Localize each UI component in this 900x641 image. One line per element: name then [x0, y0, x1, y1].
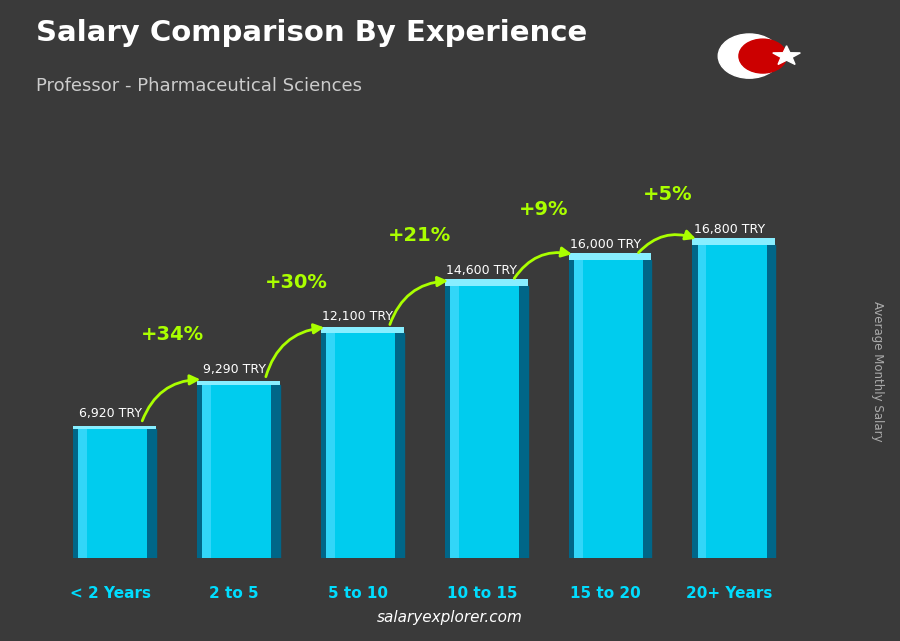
- Bar: [197, 385, 271, 558]
- Circle shape: [739, 39, 787, 73]
- Bar: [320, 327, 404, 333]
- Text: +5%: +5%: [643, 185, 692, 204]
- Bar: [73, 429, 148, 558]
- Bar: [445, 287, 450, 558]
- Bar: [569, 260, 573, 558]
- Text: 20+ Years: 20+ Years: [687, 586, 773, 601]
- Bar: [698, 246, 706, 558]
- Text: +21%: +21%: [388, 226, 452, 246]
- Polygon shape: [643, 260, 652, 558]
- Bar: [569, 260, 643, 558]
- Text: +34%: +34%: [140, 325, 203, 344]
- Polygon shape: [395, 333, 404, 558]
- Text: Salary Comparison By Experience: Salary Comparison By Experience: [36, 19, 587, 47]
- Polygon shape: [148, 429, 156, 558]
- Polygon shape: [767, 246, 775, 558]
- Polygon shape: [519, 287, 527, 558]
- Bar: [573, 260, 582, 558]
- Text: 10 to 15: 10 to 15: [446, 586, 518, 601]
- Bar: [692, 246, 698, 558]
- Bar: [73, 426, 156, 429]
- Bar: [445, 279, 527, 287]
- Bar: [197, 381, 280, 385]
- Text: Professor - Pharmaceutical Sciences: Professor - Pharmaceutical Sciences: [36, 77, 362, 95]
- Bar: [569, 253, 652, 260]
- Bar: [326, 333, 335, 558]
- Polygon shape: [271, 385, 280, 558]
- Polygon shape: [773, 46, 800, 65]
- Text: 2 to 5: 2 to 5: [210, 586, 259, 601]
- Text: 14,600 TRY: 14,600 TRY: [446, 264, 518, 277]
- Bar: [320, 333, 326, 558]
- Text: Average Monthly Salary: Average Monthly Salary: [871, 301, 884, 442]
- Text: 12,100 TRY: 12,100 TRY: [322, 310, 393, 324]
- Bar: [197, 385, 202, 558]
- Bar: [78, 429, 87, 558]
- Text: 16,000 TRY: 16,000 TRY: [570, 238, 641, 251]
- Text: 5 to 10: 5 to 10: [328, 586, 388, 601]
- Bar: [73, 429, 78, 558]
- Circle shape: [718, 34, 780, 78]
- Bar: [202, 385, 211, 558]
- Text: 6,920 TRY: 6,920 TRY: [79, 407, 142, 420]
- Text: 16,800 TRY: 16,800 TRY: [694, 223, 765, 236]
- Bar: [692, 238, 775, 246]
- Text: +9%: +9%: [519, 201, 569, 219]
- Bar: [692, 246, 767, 558]
- Text: salaryexplorer.com: salaryexplorer.com: [377, 610, 523, 625]
- Text: +30%: +30%: [265, 273, 328, 292]
- Text: 15 to 20: 15 to 20: [571, 586, 641, 601]
- Text: < 2 Years: < 2 Years: [70, 586, 151, 601]
- Bar: [445, 287, 519, 558]
- Bar: [450, 287, 459, 558]
- Text: 9,290 TRY: 9,290 TRY: [202, 363, 266, 376]
- Bar: [320, 333, 395, 558]
